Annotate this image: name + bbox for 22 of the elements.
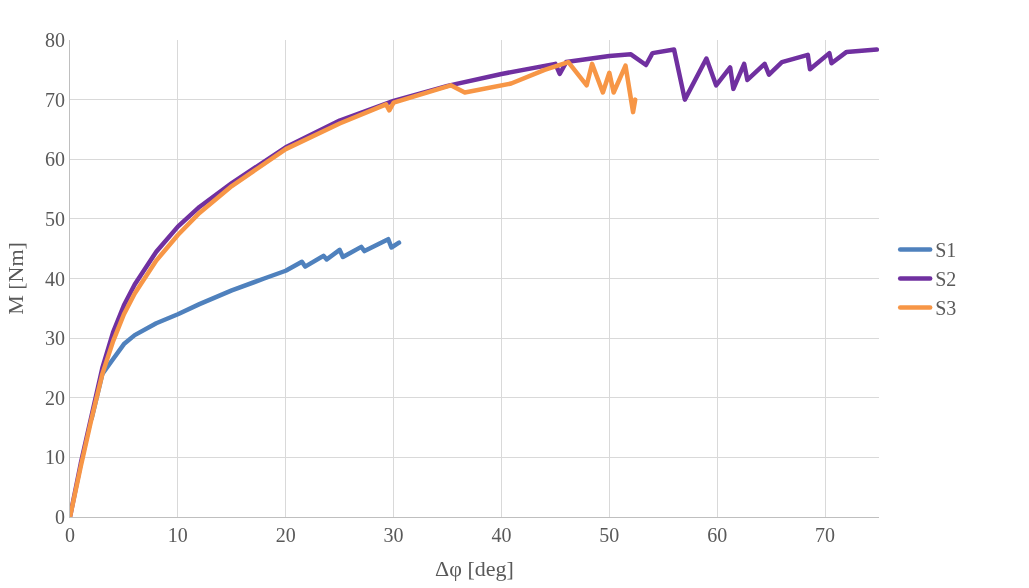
y-tick-label: 50 — [45, 207, 65, 230]
line-series — [70, 59, 638, 517]
x-tick-label: 10 — [167, 524, 188, 546]
x-tick-label: 40 — [491, 524, 512, 546]
y-tick-label: 0 — [55, 506, 65, 528]
x-tick-label: 50 — [599, 524, 620, 546]
y-tick-label: 30 — [45, 327, 65, 350]
x-tick-label: 70 — [815, 524, 836, 546]
y-tick-label: 20 — [45, 386, 65, 409]
y-tick-label: 40 — [45, 267, 65, 290]
legend-label: S1 — [935, 239, 957, 262]
legend-label: S2 — [935, 268, 957, 291]
y-tick-label: 70 — [45, 88, 65, 111]
y-tick-label: 80 — [45, 29, 65, 51]
x-tick-label: 20 — [275, 524, 296, 546]
legend-label: S3 — [935, 297, 957, 320]
x-tick-label: 30 — [383, 524, 404, 546]
y-tick-label: 60 — [45, 148, 65, 171]
y-tick-label: 10 — [45, 446, 65, 469]
x-tick-label: 60 — [707, 524, 728, 546]
x-axis-title: Δφ [deg] — [435, 555, 514, 581]
y-axis-title: M [Nm] — [2, 242, 28, 315]
